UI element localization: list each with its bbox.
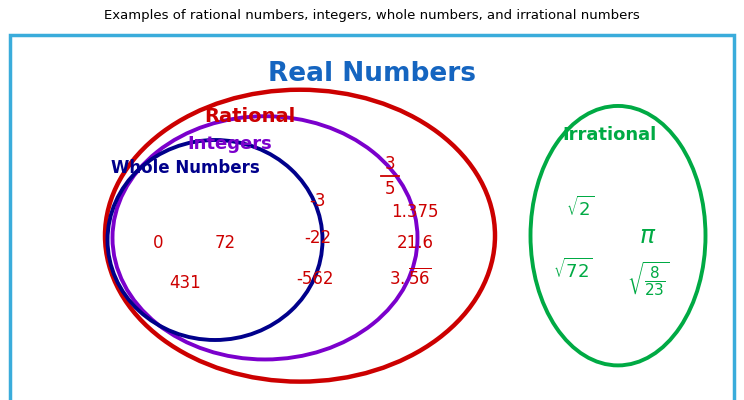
Text: Examples of rational numbers, integers, whole numbers, and irrational numbers: Examples of rational numbers, integers, … <box>104 9 640 22</box>
Text: Integers: Integers <box>187 135 272 153</box>
Text: 72: 72 <box>214 234 236 252</box>
Text: Rational: Rational <box>205 107 295 126</box>
Text: Whole Numbers: Whole Numbers <box>111 158 260 176</box>
Text: $\sqrt{72}$: $\sqrt{72}$ <box>553 258 593 282</box>
Text: Irrational: Irrational <box>563 126 657 144</box>
Text: $\sqrt{2}$: $\sqrt{2}$ <box>565 196 594 220</box>
Text: 3: 3 <box>385 155 395 173</box>
Text: -22: -22 <box>304 229 332 247</box>
Text: 1.375: 1.375 <box>391 203 439 221</box>
Text: 0: 0 <box>153 234 163 252</box>
FancyBboxPatch shape <box>10 34 734 400</box>
Text: $\pi$: $\pi$ <box>639 224 657 248</box>
Text: Real Numbers: Real Numbers <box>268 60 476 86</box>
Text: -562: -562 <box>296 270 334 288</box>
Text: 431: 431 <box>169 274 201 292</box>
Text: $\sqrt{\dfrac{8}{23}}$: $\sqrt{\dfrac{8}{23}}$ <box>627 260 669 298</box>
Text: -3: -3 <box>310 192 327 210</box>
Text: $3.\overline{56}$: $3.\overline{56}$ <box>389 268 431 290</box>
Text: 21.6: 21.6 <box>397 234 434 252</box>
Text: 5: 5 <box>385 180 395 198</box>
